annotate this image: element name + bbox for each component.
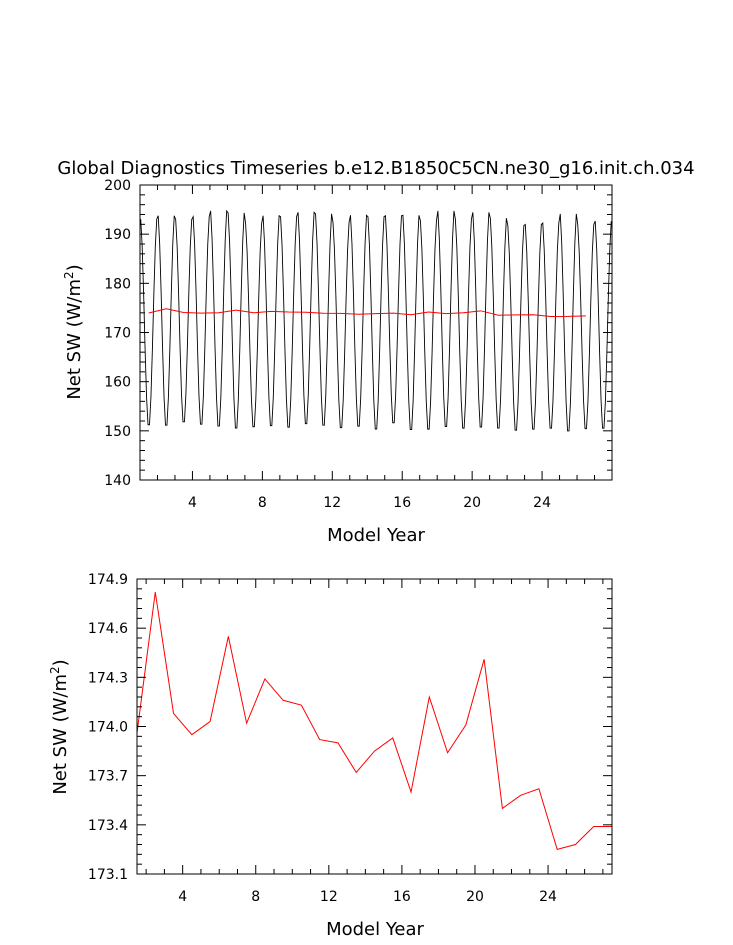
x-tick-label: 16 xyxy=(393,495,411,511)
bottom-axis-ticks: 4 8 12 16 20 24 173.1 173.4 173.7 174.0 174.3 174.6… xyxy=(88,572,612,905)
y-tick-label: 173.7 xyxy=(88,769,128,785)
top-x-axis-label: Model Year xyxy=(327,525,425,546)
chart-title: Global Diagnostics Timeseries b.e12.B185… xyxy=(57,158,694,179)
x-tick-label: 24 xyxy=(539,889,557,905)
x-tick-label: 24 xyxy=(533,495,551,511)
x-tick-label: 20 xyxy=(463,495,481,511)
annual-mean-line xyxy=(148,308,586,318)
y-tick-label: 174.9 xyxy=(88,572,128,588)
x-tick-label: 8 xyxy=(251,889,260,905)
x-tick-label: 4 xyxy=(178,889,187,905)
x-tick-label: 12 xyxy=(320,889,338,905)
y-tick-label: 174.0 xyxy=(88,720,128,736)
annual-mean-line xyxy=(137,592,612,851)
y-tick-label: 174.6 xyxy=(88,621,128,637)
y-tick-label: 140 xyxy=(104,473,131,489)
y-tick-label: 190 xyxy=(104,227,131,243)
bottom-y-axis-label: Net SW (W/m2) xyxy=(48,659,71,794)
bottom-plot-area xyxy=(137,592,612,851)
x-tick-label: 8 xyxy=(258,495,267,511)
bottom-plot-frame xyxy=(136,578,613,875)
x-tick-label: 16 xyxy=(393,889,411,905)
top-plot-area xyxy=(140,209,612,432)
y-tick-label: 180 xyxy=(104,276,131,292)
timeseries-panel: Global Diagnostics Timeseries b.e12.B185… xyxy=(57,158,694,546)
y-tick-label: 170 xyxy=(104,326,131,342)
y-tick-label: 150 xyxy=(104,424,131,440)
y-tick-label: 173.4 xyxy=(88,818,128,834)
top-y-axis-label: Net SW (W/m2) xyxy=(62,264,85,399)
top-axis-ticks: 4 8 12 16 20 24 140 150 160 170 180 190 200 xyxy=(104,178,613,511)
monthly-series-line xyxy=(140,209,612,432)
y-tick-label: 160 xyxy=(104,375,131,391)
annual-mean-panel: 4 8 12 16 20 24 173.1 173.4 173.7 174.0 174.3 174.6… xyxy=(48,572,613,940)
y-tick-label: 174.3 xyxy=(88,670,128,686)
bottom-x-axis-label: Model Year xyxy=(326,919,424,940)
x-tick-label: 4 xyxy=(188,495,197,511)
y-tick-label: 173.1 xyxy=(88,867,128,883)
x-tick-label: 20 xyxy=(466,889,484,905)
x-tick-label: 12 xyxy=(323,495,341,511)
y-tick-label: 200 xyxy=(104,178,131,194)
